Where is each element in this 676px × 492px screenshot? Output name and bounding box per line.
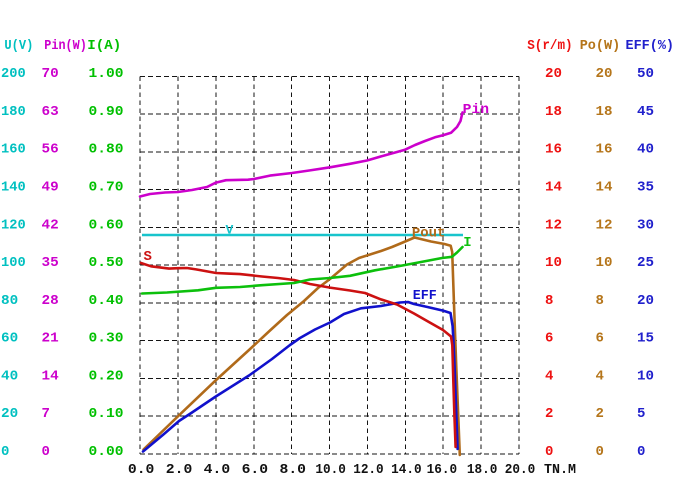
svg-text:18: 18 (545, 104, 562, 120)
svg-text:Pin(W): Pin(W) (44, 38, 87, 54)
svg-text:0.20: 0.20 (89, 368, 124, 384)
svg-text:V: V (226, 223, 234, 238)
svg-text:EFF(%): EFF(%) (626, 38, 675, 54)
svg-text:40: 40 (637, 142, 654, 158)
svg-text:6: 6 (545, 331, 553, 347)
svg-text:14: 14 (596, 180, 613, 196)
svg-text:0.80: 0.80 (89, 142, 124, 158)
svg-text:70: 70 (42, 66, 59, 82)
svg-text:0: 0 (596, 444, 604, 460)
svg-text:8.0: 8.0 (280, 462, 307, 478)
svg-text:12.0: 12.0 (353, 462, 384, 478)
svg-text:140: 140 (1, 180, 26, 196)
svg-text:0.70: 0.70 (89, 180, 124, 196)
svg-text:0: 0 (42, 444, 50, 460)
svg-text:40: 40 (1, 368, 18, 384)
svg-text:120: 120 (1, 217, 26, 233)
svg-text:200: 200 (1, 66, 26, 82)
svg-text:8: 8 (545, 293, 553, 309)
svg-text:0.50: 0.50 (89, 255, 124, 271)
svg-text:2.0: 2.0 (166, 462, 193, 478)
svg-text:10.0: 10.0 (315, 462, 346, 478)
svg-text:160: 160 (1, 142, 26, 158)
svg-text:I(A): I(A) (87, 38, 121, 54)
svg-text:180: 180 (1, 104, 26, 120)
svg-text:Pin: Pin (463, 102, 490, 118)
svg-text:4: 4 (545, 368, 553, 384)
svg-text:4.0: 4.0 (204, 462, 231, 478)
svg-text:1.00: 1.00 (89, 66, 124, 82)
svg-text:20: 20 (545, 66, 562, 82)
svg-text:25: 25 (637, 255, 654, 271)
svg-text:18: 18 (596, 104, 613, 120)
svg-text:Pout: Pout (412, 226, 446, 242)
svg-text:0: 0 (637, 444, 645, 460)
svg-text:S(r/m): S(r/m) (527, 38, 572, 54)
svg-text:20.0: 20.0 (505, 462, 536, 478)
svg-text:0.90: 0.90 (89, 104, 124, 120)
svg-text:16: 16 (596, 142, 613, 158)
svg-text:0.40: 0.40 (89, 293, 124, 309)
svg-text:0: 0 (545, 444, 553, 460)
svg-text:0.10: 0.10 (89, 406, 124, 422)
svg-text:0.30: 0.30 (89, 331, 124, 347)
svg-text:10: 10 (637, 368, 654, 384)
svg-text:16.0: 16.0 (427, 462, 458, 478)
svg-text:Po(W): Po(W) (580, 38, 621, 54)
svg-text:45: 45 (637, 104, 654, 120)
svg-text:10: 10 (545, 255, 562, 271)
svg-text:20: 20 (637, 293, 654, 309)
svg-text:0: 0 (1, 444, 9, 460)
svg-text:0.0: 0.0 (128, 462, 154, 478)
svg-text:20: 20 (596, 66, 613, 82)
svg-text:I: I (463, 235, 471, 251)
svg-text:35: 35 (42, 255, 59, 271)
svg-text:12: 12 (596, 217, 613, 233)
svg-text:18.0: 18.0 (467, 462, 498, 478)
svg-text:2: 2 (596, 406, 604, 422)
svg-text:10: 10 (596, 255, 613, 271)
svg-text:63: 63 (42, 104, 59, 120)
svg-text:2: 2 (545, 406, 553, 422)
svg-text:8: 8 (596, 293, 604, 309)
svg-text:7: 7 (42, 406, 50, 422)
svg-text:80: 80 (1, 293, 18, 309)
svg-text:5: 5 (637, 406, 645, 422)
svg-text:U(V): U(V) (4, 38, 33, 54)
svg-text:56: 56 (42, 142, 59, 158)
svg-text:100: 100 (1, 255, 26, 271)
svg-text:49: 49 (42, 180, 59, 196)
svg-text:42: 42 (42, 217, 59, 233)
svg-text:4: 4 (596, 368, 604, 384)
svg-text:35: 35 (637, 180, 654, 196)
svg-text:21: 21 (42, 331, 59, 347)
svg-text:30: 30 (637, 217, 654, 233)
svg-text:0.00: 0.00 (89, 444, 124, 460)
svg-text:14: 14 (545, 180, 562, 196)
svg-text:15: 15 (637, 331, 654, 347)
svg-text:6: 6 (596, 331, 604, 347)
svg-text:14.0: 14.0 (391, 462, 422, 478)
svg-text:60: 60 (1, 331, 18, 347)
svg-text:EFF: EFF (413, 288, 437, 304)
svg-text:6.0: 6.0 (242, 462, 269, 478)
svg-text:28: 28 (42, 293, 59, 309)
svg-text:14: 14 (42, 368, 59, 384)
svg-text:50: 50 (637, 66, 654, 82)
svg-text:12: 12 (545, 217, 562, 233)
svg-text:TN.M: TN.M (544, 462, 576, 478)
svg-text:20: 20 (1, 406, 18, 422)
svg-text:0.60: 0.60 (89, 217, 124, 233)
svg-text:16: 16 (545, 142, 562, 158)
svg-text:S: S (144, 249, 152, 265)
